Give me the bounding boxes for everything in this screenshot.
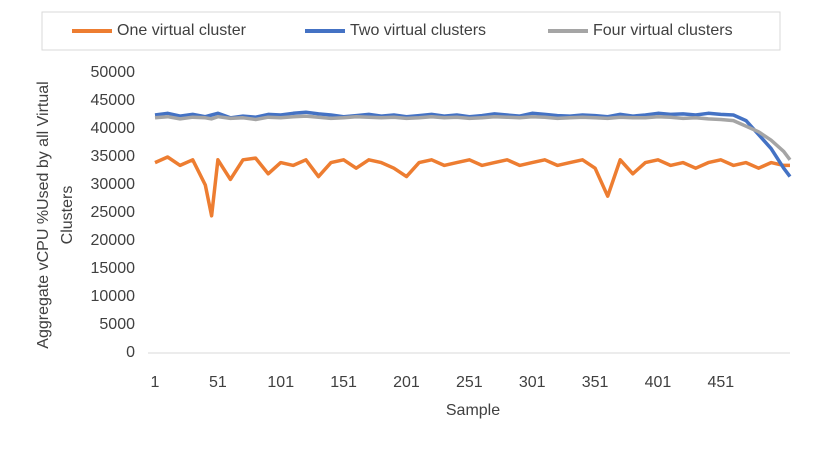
x-tick-label: 451 xyxy=(707,374,734,391)
y-tick-label: 30000 xyxy=(91,176,136,193)
legend-label: Two virtual clusters xyxy=(350,22,486,39)
legend-box xyxy=(41,11,781,51)
y-axis-title-line: Aggregate vCPU %Used by all Virtual xyxy=(35,81,52,348)
y-tick-label: 35000 xyxy=(91,148,136,165)
y-tick-label: 10000 xyxy=(91,288,136,305)
y-tick-label: 25000 xyxy=(91,204,136,221)
y-tick-label: 15000 xyxy=(91,260,136,277)
x-tick-label: 1 xyxy=(151,374,160,391)
y-tick-label: 45000 xyxy=(91,92,136,109)
y-tick-label: 0 xyxy=(126,344,135,361)
legend-label: Four virtual clusters xyxy=(593,22,733,39)
x-tick-label: 301 xyxy=(519,374,546,391)
y-tick-label: 5000 xyxy=(99,316,135,333)
x-axis-title: Sample xyxy=(446,402,500,419)
x-tick-label: 101 xyxy=(267,374,294,391)
x-tick-label: 251 xyxy=(456,374,483,391)
x-tick-label: 351 xyxy=(582,374,609,391)
series-line xyxy=(154,155,790,218)
y-tick-label: 20000 xyxy=(91,232,136,249)
y-axis-title-line: Clusters xyxy=(59,186,76,245)
x-tick-label: 151 xyxy=(330,374,357,391)
x-tick-label: 201 xyxy=(393,374,420,391)
y-tick-label: 50000 xyxy=(91,64,136,81)
legend-label: One virtual cluster xyxy=(117,22,247,39)
y-tick-label: 40000 xyxy=(91,120,136,137)
x-tick-label: 51 xyxy=(209,374,227,391)
x-tick-label: 401 xyxy=(645,374,672,391)
y-axis-title: Aggregate vCPU %Used by all Virtual Clus… xyxy=(35,81,76,348)
series-line xyxy=(154,114,792,161)
